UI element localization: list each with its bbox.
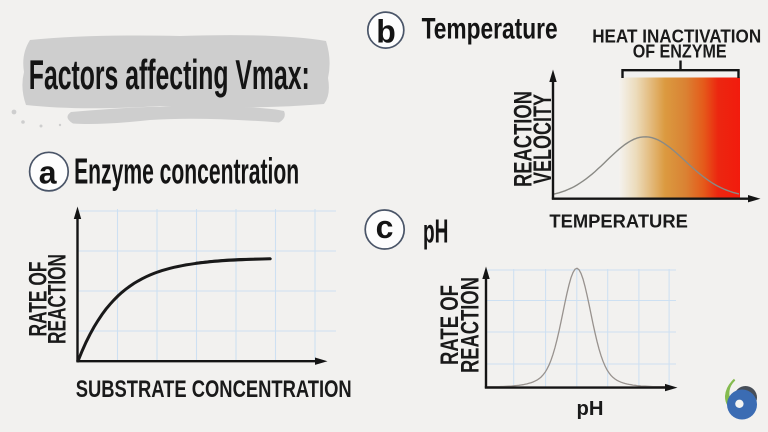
svg-text:OF ENZYME: OF ENZYME xyxy=(633,42,727,62)
svg-text:RATE OF: RATE OF xyxy=(436,285,464,365)
svg-text:VELOCITY: VELOCITY xyxy=(529,94,557,184)
svg-text:SUBSTRATE CONCENTRATION: SUBSTRATE CONCENTRATION xyxy=(76,376,352,403)
svg-text:Factors affecting Vmax:: Factors affecting Vmax: xyxy=(29,51,310,98)
svg-text:b: b xyxy=(376,14,396,50)
svg-text:TEMPERATURE: TEMPERATURE xyxy=(549,211,688,232)
svg-text:c: c xyxy=(376,209,394,245)
svg-text:a: a xyxy=(39,155,57,191)
svg-text:HEAT INACTIVATION: HEAT INACTIVATION xyxy=(592,26,761,46)
svg-text:Temperature: Temperature xyxy=(422,13,558,46)
svg-text:REACTION: REACTION xyxy=(44,254,72,344)
svg-text:pH: pH xyxy=(577,398,604,420)
svg-text:REACTION: REACTION xyxy=(509,91,537,187)
svg-text:pH: pH xyxy=(423,213,448,250)
svg-text:RATE OF: RATE OF xyxy=(25,262,53,337)
svg-text:REACTION: REACTION xyxy=(456,277,484,373)
svg-text:Enzyme concentration: Enzyme concentration xyxy=(74,151,299,192)
